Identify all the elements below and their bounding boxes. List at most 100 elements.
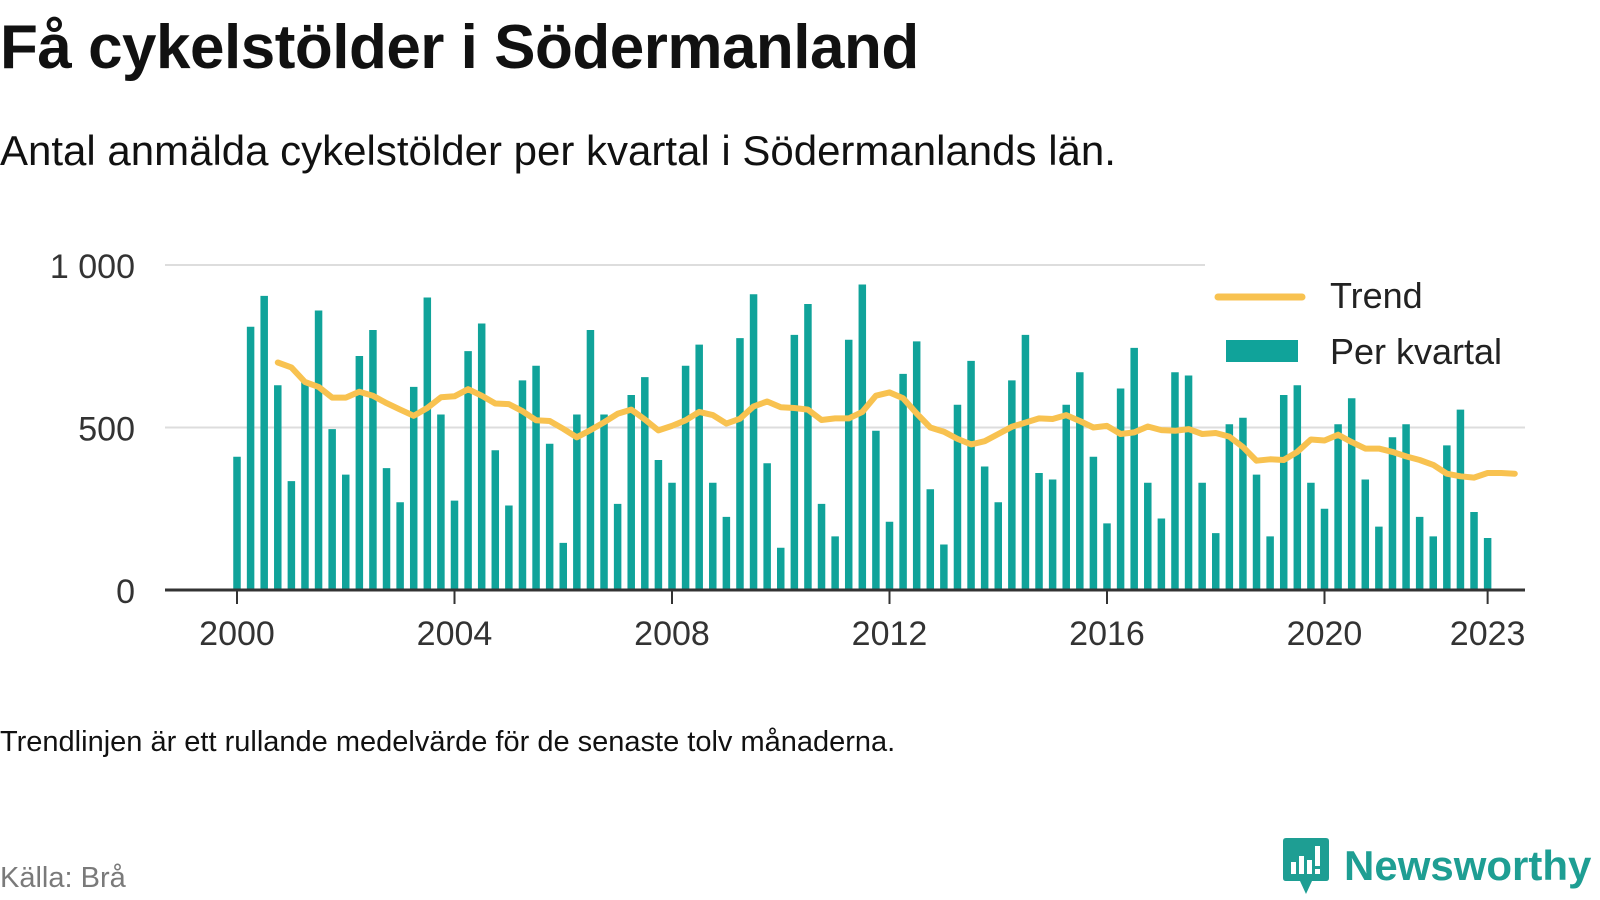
bar (328, 429, 336, 590)
bar (844, 339, 853, 590)
bar (246, 326, 255, 590)
trend-series (274, 359, 1518, 481)
bar (437, 414, 445, 590)
bar (1212, 533, 1220, 590)
bar (668, 482, 676, 590)
chart-title: Få cykelstölder i Södermanland (0, 13, 919, 82)
bar (1402, 424, 1410, 590)
x-tick-labels: 2000 2004 2008 2012 2016 2020 2023 (199, 590, 1525, 653)
bar (1334, 424, 1342, 590)
bar (1429, 536, 1437, 590)
bar (1347, 398, 1356, 590)
bar (940, 544, 948, 590)
bar (1266, 536, 1274, 590)
bar (1184, 375, 1193, 590)
bar (926, 489, 935, 590)
bar (777, 547, 785, 590)
bar (1048, 479, 1057, 590)
bar (1035, 473, 1043, 590)
bar (1103, 523, 1111, 590)
bar (450, 500, 459, 590)
bar (491, 450, 500, 590)
bar (1130, 347, 1138, 590)
bar (1198, 482, 1206, 590)
bar (464, 351, 472, 590)
bar (1116, 388, 1125, 590)
bar (1388, 437, 1397, 590)
bar (260, 295, 268, 590)
source-label: Källa: Brå (0, 862, 126, 894)
bar (722, 516, 731, 590)
x-tick-label: 2016 (1069, 615, 1145, 653)
bar (355, 356, 364, 590)
bar (763, 463, 771, 590)
bar (627, 395, 635, 590)
bar (1089, 456, 1098, 590)
bar (613, 503, 622, 590)
bar (1021, 334, 1030, 590)
bar (233, 456, 241, 590)
bar (287, 481, 296, 590)
bar (994, 502, 1002, 590)
x-tick-label: 2004 (417, 615, 493, 653)
bar (1171, 372, 1179, 590)
bar (749, 294, 758, 590)
bar (314, 310, 323, 590)
brand-name: Newsworthy (1344, 842, 1592, 889)
bar (953, 404, 962, 590)
bar (1415, 516, 1424, 590)
bar (1008, 380, 1016, 590)
bar (790, 334, 799, 590)
bar (600, 414, 608, 590)
bar (912, 341, 921, 590)
bar (1157, 518, 1166, 590)
bar (573, 414, 581, 590)
bar (1144, 482, 1152, 590)
bar (817, 503, 826, 590)
bar (342, 474, 350, 590)
trend-line (274, 359, 1518, 481)
bar (369, 330, 377, 590)
bar (1307, 482, 1315, 590)
x-tick-label: 2000 (199, 615, 275, 653)
x-tick-label: 2020 (1287, 615, 1363, 653)
legend-bar-swatch (1226, 340, 1298, 362)
bar (681, 365, 690, 590)
bar (586, 330, 595, 590)
bar (382, 468, 391, 590)
y-tick-label: 1 000 (50, 248, 135, 286)
bar (274, 385, 282, 590)
bar (409, 386, 418, 590)
legend-bar-label: Per kvartal (1330, 331, 1502, 372)
bar (505, 505, 513, 590)
bar (967, 360, 975, 590)
legend: Trend Per kvartal (1205, 258, 1530, 378)
bar (1293, 385, 1302, 590)
bar (1456, 409, 1465, 590)
bar (1320, 508, 1329, 590)
bar (1483, 538, 1492, 590)
bar (1470, 512, 1478, 590)
brand-logo: Newsworthy (1282, 836, 1591, 896)
legend-trend-label: Trend (1330, 275, 1423, 316)
y-tick-label: 500 (78, 411, 135, 449)
bar (532, 365, 540, 590)
bar (396, 502, 404, 590)
bar (641, 377, 649, 590)
x-tick-label: 2012 (852, 615, 928, 653)
bar (899, 373, 907, 590)
bar (804, 304, 812, 590)
x-tick-label: 2008 (634, 615, 710, 653)
bar (545, 443, 554, 590)
bar (654, 460, 663, 590)
bar (858, 284, 867, 590)
bar (709, 482, 717, 590)
bar (477, 323, 486, 590)
x-tick-label: 2023 (1450, 615, 1526, 653)
bar (695, 344, 703, 590)
bar (518, 380, 527, 590)
bar (1076, 372, 1084, 590)
y-tick-labels: 0 500 1 000 (50, 248, 135, 611)
bar (1375, 526, 1383, 590)
footnote: Trendlinjen är ett rullande medelvärde f… (0, 726, 896, 758)
